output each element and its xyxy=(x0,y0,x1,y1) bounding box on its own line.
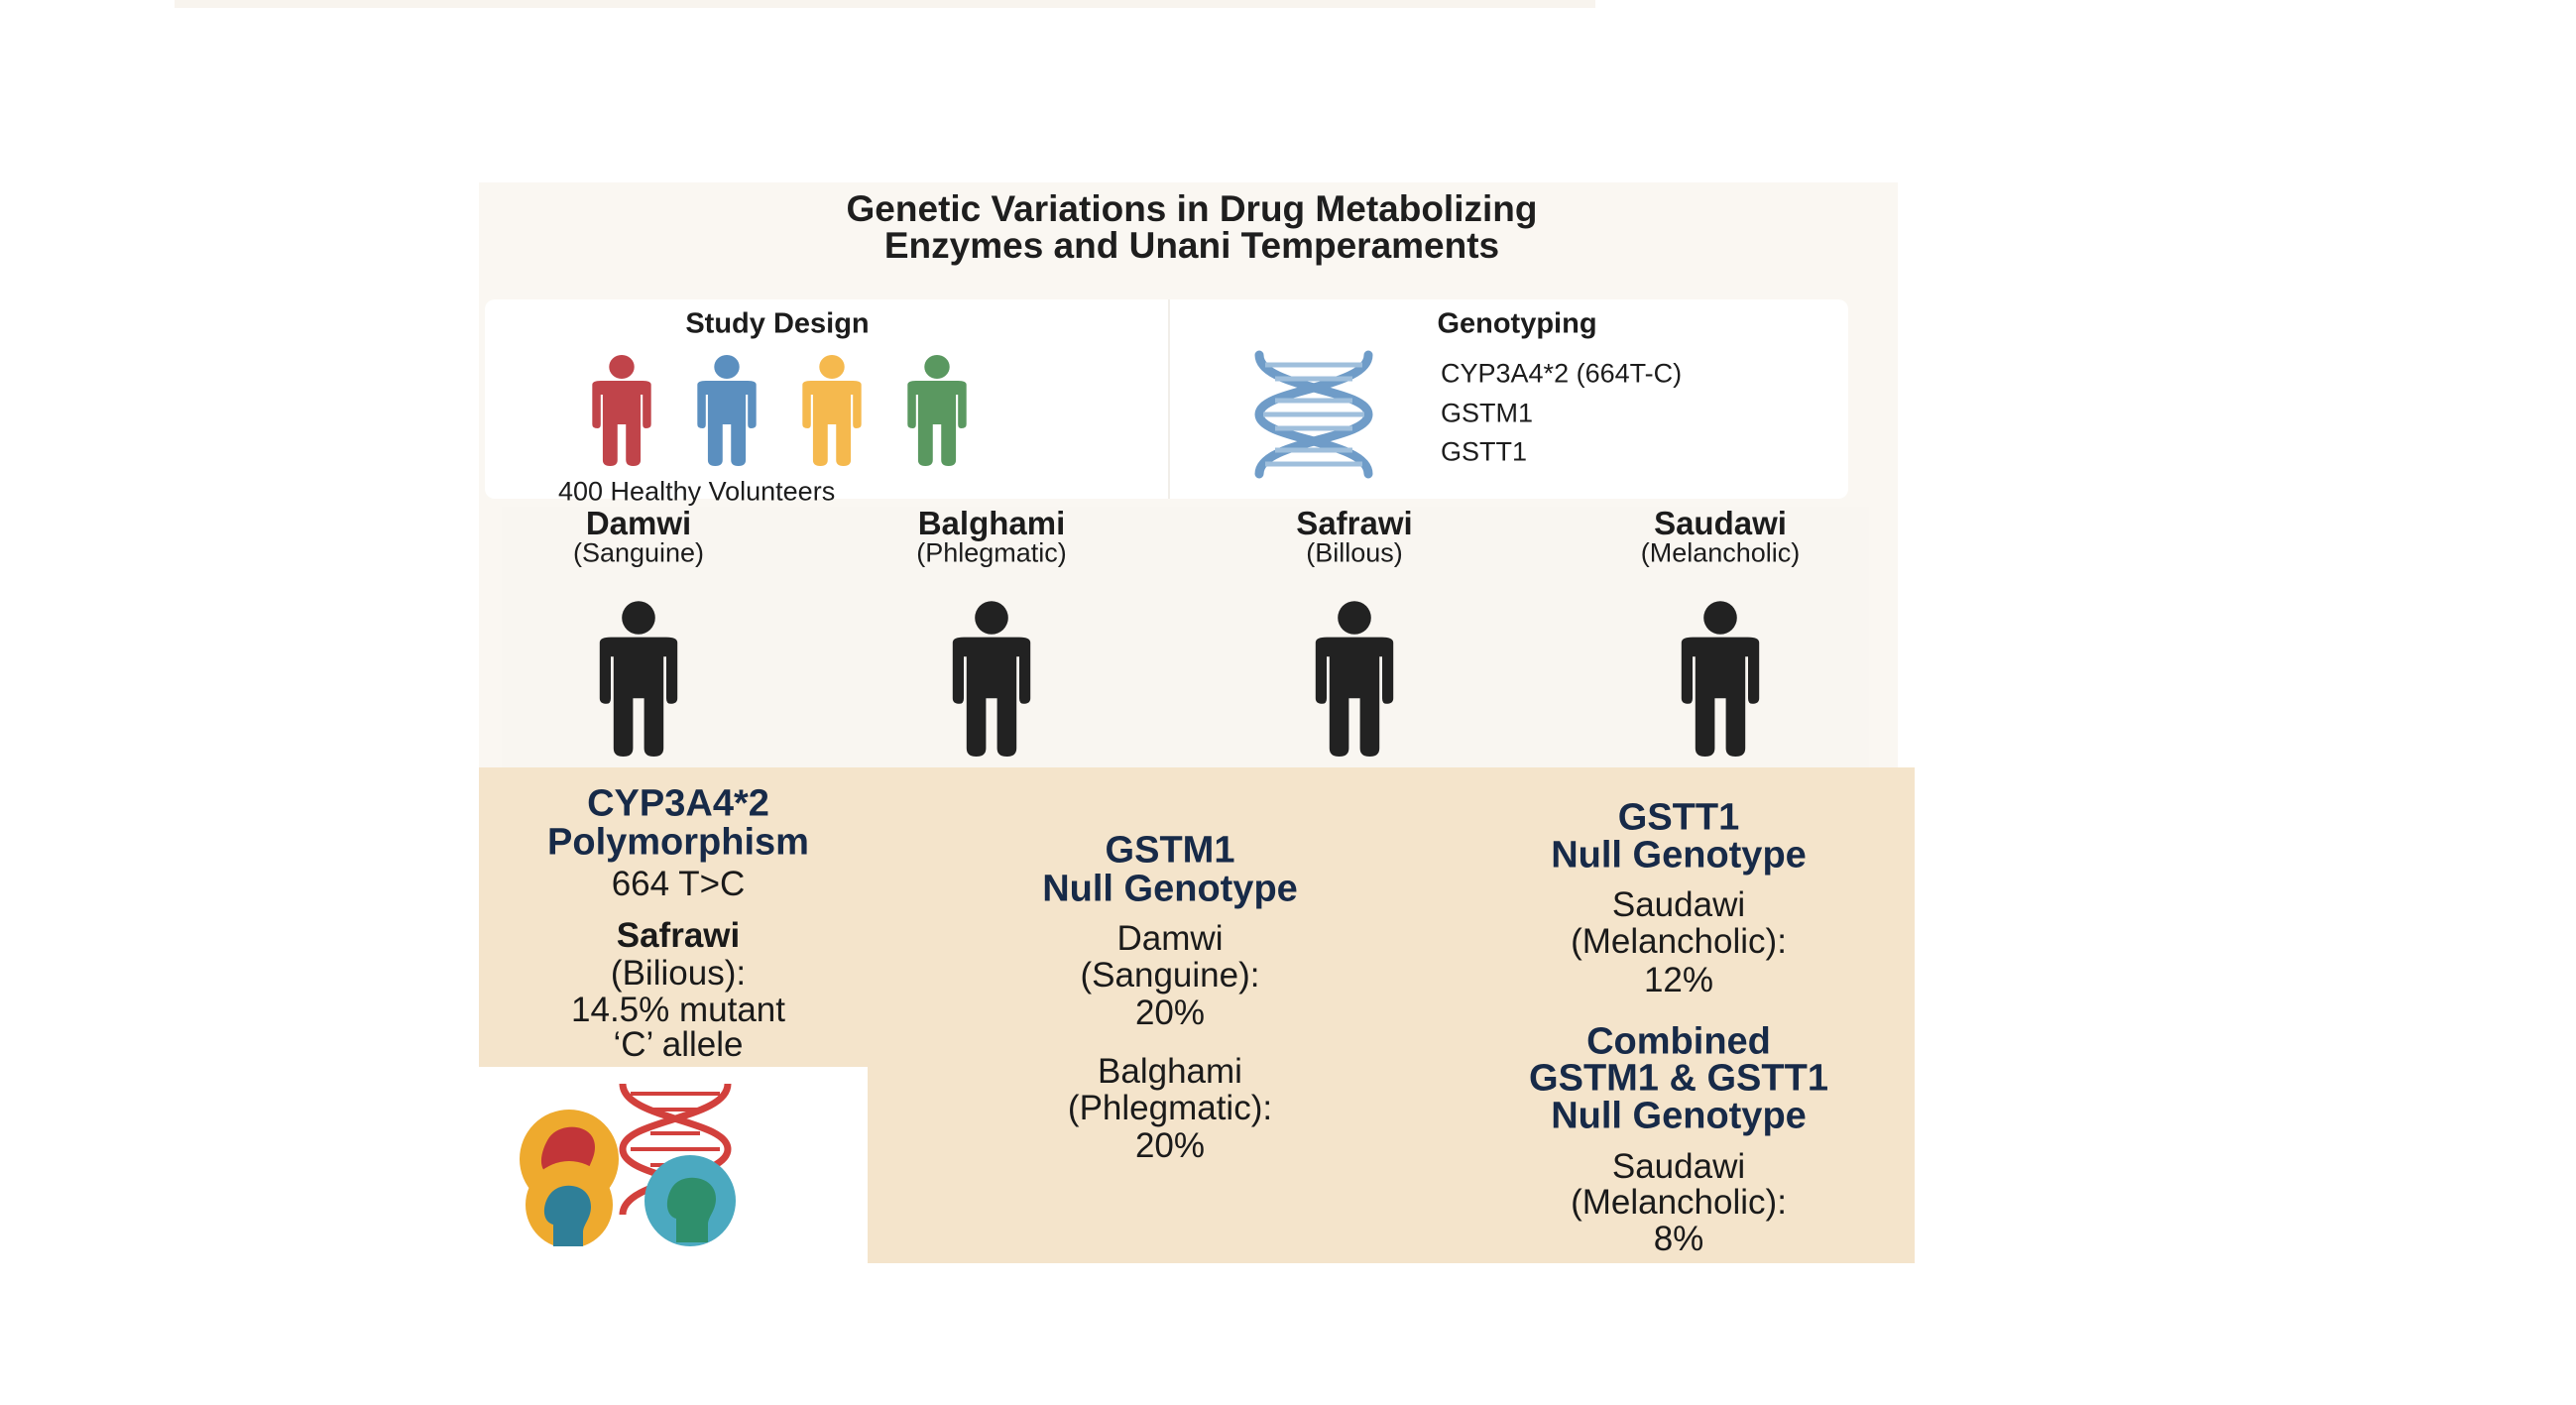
gene-gstm1: GSTM1 xyxy=(1441,398,1534,428)
gstm1-a-value: 20% xyxy=(1134,994,1206,1032)
gstm1-b-sub: (Phlegmatic): xyxy=(1067,1089,1273,1127)
temperament-name: Safrawi xyxy=(1296,505,1413,541)
cyp-heading-1: CYP3A4*2 xyxy=(587,782,769,825)
person-icon xyxy=(599,601,678,757)
cyp-heading-2: Polymorphism xyxy=(547,821,809,864)
volunteer-person-icon xyxy=(697,355,757,466)
title-line-2: Enzymes and Unani Temperaments xyxy=(883,225,1500,266)
genotyping-label: Genotyping xyxy=(1437,307,1597,340)
combined-heading-2: GSTM1 & GSTT1 xyxy=(1529,1057,1828,1100)
person-icon xyxy=(1315,601,1394,757)
gstt1-sub: (Melancholic): xyxy=(1571,922,1787,961)
gstm1-heading-2: Null Genotype xyxy=(1042,868,1298,910)
temperament-subtitle: (Sanguine) xyxy=(572,537,705,568)
panel-divider xyxy=(1168,299,1170,499)
study-design-label: Study Design xyxy=(685,307,870,340)
genetics-heads-illustration xyxy=(520,1083,736,1246)
combined-name: Saudawi xyxy=(1611,1147,1746,1186)
cyp-group: Safrawi xyxy=(616,916,741,955)
gstm1-a-sub: (Sanguine): xyxy=(1080,956,1260,995)
gstm1-b-name: Balghami xyxy=(1098,1052,1242,1091)
volunteer-person-icon xyxy=(802,355,862,466)
temperament-subtitle: (Billous) xyxy=(1306,537,1403,568)
temperament-name: Balghami xyxy=(917,505,1066,541)
gstm1-b-value: 20% xyxy=(1134,1126,1206,1165)
person-icon xyxy=(952,601,1031,757)
volunteer-person-icon xyxy=(907,355,967,466)
top-strip xyxy=(175,0,1595,8)
gene-gstt1: GSTT1 xyxy=(1441,436,1528,467)
volunteers-count: 400 Healthy Volunteers xyxy=(558,476,836,507)
volunteer-person-icon xyxy=(592,355,651,466)
person-icon xyxy=(1681,601,1760,757)
combined-heading-1: Combined xyxy=(1586,1020,1771,1063)
cyp-group-sub: (Bilious): xyxy=(610,954,747,993)
combined-sub: (Melancholic): xyxy=(1571,1183,1787,1222)
gstm1-a-name: Damwi xyxy=(1116,919,1224,958)
gstt1-heading-2: Null Genotype xyxy=(1551,834,1807,877)
combined-value: 8% xyxy=(1653,1220,1704,1258)
gstt1-value: 12% xyxy=(1643,961,1714,999)
temperament-name: Saudawi xyxy=(1654,505,1787,541)
temperament-subtitle: (Melancholic) xyxy=(1640,537,1801,568)
title-line-1: Genetic Variations in Drug Metabolizing xyxy=(846,188,1538,229)
gstm1-heading-1: GSTM1 xyxy=(1105,829,1235,872)
combined-heading-3: Null Genotype xyxy=(1551,1095,1807,1137)
cyp-value-1: 14.5% mutant xyxy=(571,991,785,1029)
cyp-variant: 664 T>C xyxy=(611,865,746,903)
gstt1-name: Saudawi xyxy=(1611,885,1746,924)
temperament-subtitle: (Phlegmatic) xyxy=(916,537,1067,568)
cyp-value-2: ‘C’ allele xyxy=(613,1025,744,1064)
temperament-name: Damwi xyxy=(585,505,692,541)
gene-cyp3a4: CYP3A4*2 (664T-C) xyxy=(1441,358,1683,389)
gstt1-heading-1: GSTT1 xyxy=(1617,796,1740,839)
volunteers-people-icon xyxy=(592,355,967,466)
temperament-row xyxy=(502,507,1869,767)
dna-icon xyxy=(1254,350,1373,479)
